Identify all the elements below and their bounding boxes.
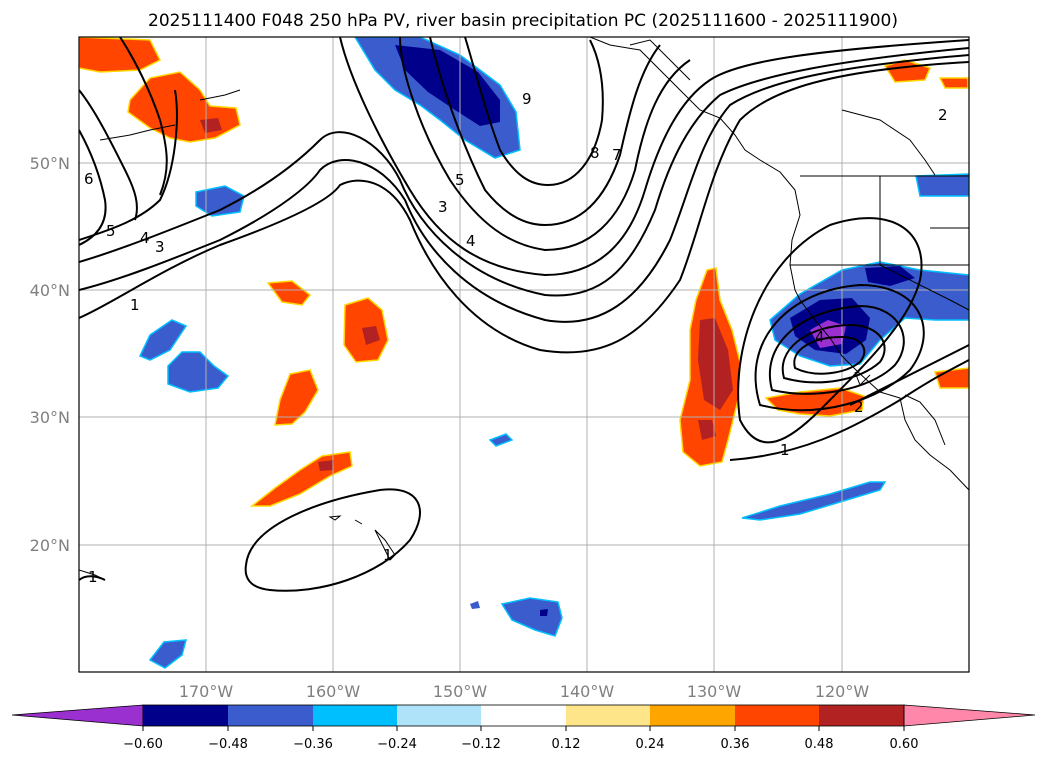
contour-label: 4 bbox=[815, 328, 825, 346]
gridlines bbox=[79, 37, 969, 672]
pv-contours bbox=[79, 37, 969, 592]
contour-label-group: 9 8 7 5 3 4 5 4 3 6 1 2 2 1 4 1 1 bbox=[84, 90, 948, 586]
colorbar-swatch bbox=[735, 705, 819, 726]
colorbar-swatch bbox=[819, 705, 904, 726]
contour-label: 3 bbox=[155, 238, 165, 256]
contour-label: 5 bbox=[106, 222, 116, 240]
precip-neg-6 bbox=[148, 639, 188, 669]
contour-label: 2 bbox=[854, 398, 864, 416]
colorbar-swatch bbox=[143, 705, 228, 726]
contour-label: 9 bbox=[522, 90, 532, 108]
colorbar-extend-min bbox=[11, 704, 144, 727]
colorbar-tick-label: 0.48 bbox=[805, 737, 834, 752]
precip-blob-ne2 bbox=[938, 77, 969, 89]
colorbar-tick-label: −0.60 bbox=[123, 737, 163, 752]
contour-label: 7 bbox=[612, 146, 622, 164]
contour-label: 3 bbox=[438, 198, 448, 216]
contour-label: 6 bbox=[84, 170, 94, 188]
colorbar-swatch bbox=[397, 705, 481, 726]
contour-label: 1 bbox=[383, 546, 393, 564]
precip-neg-1 bbox=[195, 185, 245, 217]
colorbar-swatch bbox=[313, 705, 397, 726]
contour-label: 5 bbox=[455, 171, 465, 189]
colorbar-tick-label: 0.12 bbox=[552, 737, 581, 752]
colorbar-swatch bbox=[228, 705, 313, 726]
lon-tick-label: 120°W bbox=[815, 682, 870, 701]
colorbar-swatch bbox=[481, 705, 566, 726]
contour-label: 2 bbox=[938, 106, 948, 124]
precip-neg-band bbox=[741, 481, 887, 521]
colorbar-tick-label: 0.36 bbox=[721, 737, 750, 752]
colorbar-tick-label: −0.12 bbox=[461, 737, 501, 752]
colorbar: −0.60 −0.48 −0.36 −0.24 −0.12 0.12 0.24 … bbox=[11, 704, 1036, 752]
lat-tick-labels: 20°N 30°N 40°N 50°N bbox=[30, 154, 70, 555]
colorbar-tick-label: −0.24 bbox=[377, 737, 417, 752]
contour-label: 1 bbox=[780, 441, 790, 459]
lon-tick-label: 140°W bbox=[560, 682, 615, 701]
lon-tick-label: 170°W bbox=[179, 682, 234, 701]
lon-tick-label: 130°W bbox=[687, 682, 742, 701]
contour-label: 1 bbox=[88, 568, 98, 586]
precip-neg-5 bbox=[500, 597, 563, 637]
colorbar-tick-label: −0.48 bbox=[208, 737, 248, 752]
contour-label: 4 bbox=[140, 229, 150, 247]
precip-blob-east bbox=[934, 367, 969, 389]
precip-blob-nw bbox=[79, 37, 162, 73]
colorbar-extend-max bbox=[903, 704, 1036, 727]
contour-label: 1 bbox=[130, 296, 140, 314]
precip-neg-3 bbox=[167, 351, 230, 393]
colorbar-tick-label: −0.36 bbox=[293, 737, 333, 752]
contour-label: 8 bbox=[590, 144, 600, 162]
lat-tick-label: 40°N bbox=[30, 281, 70, 300]
lon-tick-labels: 170°W 160°W 150°W 140°W 130°W 120°W bbox=[179, 682, 870, 701]
lat-tick-label: 30°N bbox=[30, 408, 70, 427]
lat-tick-label: 20°N bbox=[30, 536, 70, 555]
colorbar-swatch bbox=[650, 705, 735, 726]
precip-neg-bc bbox=[915, 173, 969, 197]
lon-tick-label: 160°W bbox=[306, 682, 361, 701]
lon-tick-label: 150°W bbox=[433, 682, 488, 701]
precip-neg-4 bbox=[488, 433, 514, 447]
precip-neg-2 bbox=[138, 319, 188, 361]
map-title: 2025111400 F048 250 hPa PV, river basin … bbox=[148, 11, 898, 31]
precip-blob-1 bbox=[266, 280, 312, 306]
precip-blob-3 bbox=[274, 369, 319, 426]
colorbar-swatch bbox=[566, 705, 650, 726]
map-area: 9 8 7 5 3 4 5 4 3 6 1 2 2 1 4 1 1 bbox=[79, 37, 969, 672]
lat-tick-label: 50°N bbox=[30, 154, 70, 173]
contour-label: 4 bbox=[466, 232, 476, 250]
colorbar-tick-label: 0.60 bbox=[890, 737, 919, 752]
colorbar-tick-label: 0.24 bbox=[636, 737, 665, 752]
map-frame bbox=[78, 36, 970, 673]
